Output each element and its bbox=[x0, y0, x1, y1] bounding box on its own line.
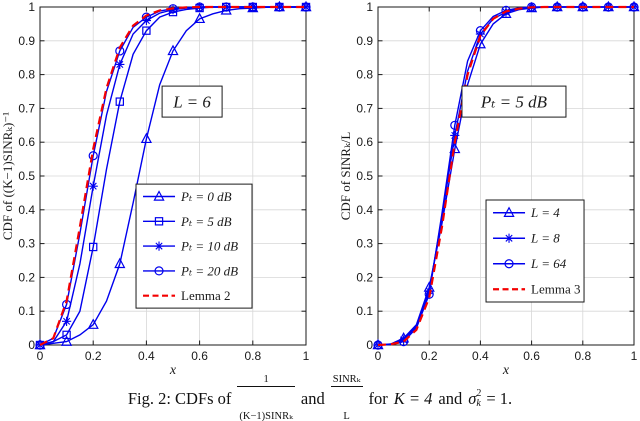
caption-k-equation: K = 4 bbox=[393, 388, 433, 408]
svg-text:0.6: 0.6 bbox=[356, 135, 373, 149]
svg-text:L = 8: L = 8 bbox=[530, 231, 560, 246]
svg-text:0.2: 0.2 bbox=[18, 270, 35, 284]
svg-text:0.7: 0.7 bbox=[18, 101, 35, 115]
svg-text:1: 1 bbox=[631, 349, 638, 363]
caption-equals-one: = 1. bbox=[486, 388, 513, 408]
svg-text:1: 1 bbox=[28, 0, 35, 14]
svg-text:0.8: 0.8 bbox=[356, 68, 373, 82]
svg-text:0.4: 0.4 bbox=[138, 349, 155, 363]
caption-prefix: Fig. 2: CDFs of bbox=[127, 388, 232, 408]
svg-text:CDF of ((K−1)SINRₖ)⁻¹: CDF of ((K−1)SINRₖ)⁻¹ bbox=[0, 112, 15, 240]
svg-text:0: 0 bbox=[375, 349, 382, 363]
svg-text:0.4: 0.4 bbox=[18, 203, 35, 217]
svg-text:0.5: 0.5 bbox=[356, 169, 373, 183]
svg-text:0.5: 0.5 bbox=[18, 169, 35, 183]
svg-text:0.6: 0.6 bbox=[191, 349, 208, 363]
svg-text:L = 6: L = 6 bbox=[172, 93, 211, 112]
svg-text:L = 4: L = 4 bbox=[530, 205, 560, 220]
left-cdf-plot: 0 0.2 0.4 0.6 0.8 1 0 0.1 0.2 0.3 0.4 0.5 0.6 0.7 0.8 0… bbox=[0, 0, 320, 376]
svg-text:0.9: 0.9 bbox=[18, 34, 35, 48]
svg-text:0.4: 0.4 bbox=[356, 203, 373, 217]
annotation: Pₜ = 5 dB bbox=[461, 85, 567, 118]
svg-text:0.1: 0.1 bbox=[18, 304, 35, 318]
svg-text:0: 0 bbox=[28, 338, 35, 352]
svg-text:x: x bbox=[169, 363, 177, 376]
caption-sigma: σ bbox=[468, 388, 477, 408]
svg-text:Pₜ = 20 dB: Pₜ = 20 dB bbox=[180, 263, 238, 278]
svg-text:Pₜ = 5 dB: Pₜ = 5 dB bbox=[480, 93, 548, 112]
svg-text:0.8: 0.8 bbox=[18, 68, 35, 82]
svg-text:x: x bbox=[502, 363, 510, 376]
svg-text:0.9: 0.9 bbox=[356, 34, 373, 48]
caption-and: and bbox=[438, 388, 463, 408]
svg-text:0: 0 bbox=[366, 338, 373, 352]
caption-sigma-exponents: 2 k bbox=[476, 387, 482, 409]
svg-text:L = 64: L = 64 bbox=[530, 256, 567, 271]
svg-text:Pₜ = 10 dB: Pₜ = 10 dB bbox=[180, 239, 238, 254]
svg-text:0.8: 0.8 bbox=[244, 349, 261, 363]
plots-row: 0 0.2 0.4 0.6 0.8 1 0 0.1 0.2 0.3 0.4 0.5 0.6 0.7 0.8 0… bbox=[0, 0, 640, 376]
svg-text:Lemma 3: Lemma 3 bbox=[531, 282, 580, 297]
figure-caption: Fig. 2: CDFs of 1 (K−1)SINRₖ and SINRₖ L… bbox=[0, 374, 640, 421]
legend: L = 4 L = 8 L = 64 Lemma 3 bbox=[485, 199, 585, 303]
svg-text:0.2: 0.2 bbox=[85, 349, 102, 363]
svg-text:Lemma 2: Lemma 2 bbox=[181, 288, 230, 303]
svg-text:0.4: 0.4 bbox=[472, 349, 489, 363]
svg-text:Pₜ = 5 dB: Pₜ = 5 dB bbox=[180, 214, 232, 229]
svg-text:0: 0 bbox=[37, 349, 44, 363]
caption-fraction-1: 1 (K−1)SINRₖ bbox=[237, 373, 295, 421]
caption-mid: and bbox=[300, 388, 325, 408]
svg-text:Pₜ = 0 dB: Pₜ = 0 dB bbox=[180, 189, 232, 204]
svg-text:0.8: 0.8 bbox=[574, 349, 591, 363]
legend: Pₜ = 0 dB Pₜ = 5 dB Pₜ = 10 dB Pₜ = 20 dB Le… bbox=[135, 183, 253, 309]
svg-text:0.3: 0.3 bbox=[18, 237, 35, 251]
svg-text:0.6: 0.6 bbox=[523, 349, 540, 363]
svg-text:CDF of SINRₖ/L: CDF of SINRₖ/L bbox=[338, 132, 353, 221]
right-cdf-plot: 0 0.2 0.4 0.6 0.8 1 0 0.1 0.2 0.3 0.4 0.5 0.6 0.7 0.8 0… bbox=[320, 0, 640, 376]
svg-text:0.2: 0.2 bbox=[356, 270, 373, 284]
svg-text:1: 1 bbox=[303, 349, 310, 363]
svg-text:0.3: 0.3 bbox=[356, 237, 373, 251]
svg-text:0.2: 0.2 bbox=[421, 349, 438, 363]
annotation: L = 6 bbox=[161, 85, 223, 118]
caption-fraction-2: SINRₖ L bbox=[330, 373, 363, 421]
svg-text:0.6: 0.6 bbox=[18, 135, 35, 149]
caption-for: for bbox=[368, 388, 388, 408]
svg-text:0.7: 0.7 bbox=[356, 101, 373, 115]
svg-text:1: 1 bbox=[366, 0, 373, 14]
svg-text:0.1: 0.1 bbox=[356, 304, 373, 318]
